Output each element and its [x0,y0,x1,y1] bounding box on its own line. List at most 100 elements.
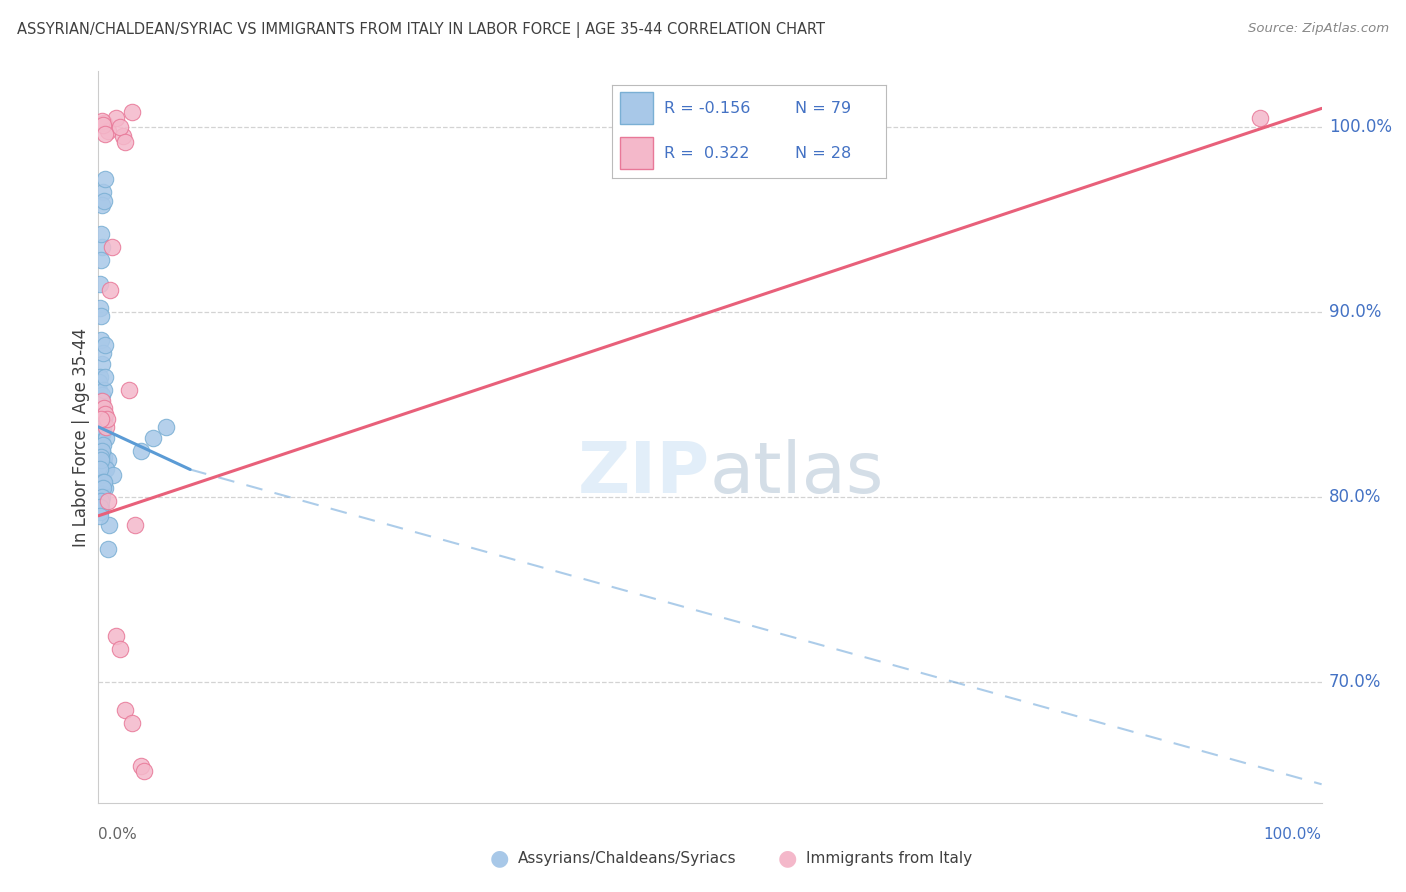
Point [91,394,114,409]
Point [142,431,165,445]
Point [90,453,112,467]
Point [1250,111,1272,125]
Point [90,444,112,458]
Point [89,462,111,476]
Point [89,453,111,467]
Point [90,412,112,426]
Point [89,407,111,421]
Point [90,450,112,464]
Text: R = -0.156: R = -0.156 [664,101,749,116]
Point [97,453,120,467]
Point [89,444,111,458]
Text: 0.0%: 0.0% [98,827,138,842]
Point [118,383,141,397]
Point [155,420,177,434]
Point [90,309,112,323]
Point [96,412,118,426]
Point [91,462,114,476]
Point [93,412,115,426]
Point [93,370,115,384]
Point [89,453,111,467]
Point [90,412,112,426]
Point [90,425,112,440]
Bar [620,137,652,169]
Point [89,431,111,445]
Point [93,116,115,130]
Text: 90.0%: 90.0% [1329,303,1381,321]
Text: 100.0%: 100.0% [1264,827,1322,842]
Point [91,425,114,440]
Point [91,357,114,371]
Point [114,703,136,717]
Point [94,481,117,495]
Point [91,475,114,490]
Point [101,468,124,483]
Point [93,450,115,464]
Point [93,475,115,490]
Point [94,171,117,186]
Point [89,462,111,476]
Point [91,388,114,402]
Point [111,129,134,144]
Point [91,118,114,132]
Text: atlas: atlas [710,439,884,508]
Point [89,383,111,397]
Point [108,120,131,134]
Point [93,401,115,416]
Text: R =  0.322: R = 0.322 [664,145,749,161]
Text: Assyrians/Chaldeans/Syriacs: Assyrians/Chaldeans/Syriacs [517,851,735,865]
Point [89,376,111,390]
Text: 70.0%: 70.0% [1329,673,1381,691]
Point [91,420,114,434]
Point [105,629,128,643]
Point [114,135,136,149]
Point [134,764,156,779]
Point [94,462,117,476]
Text: 100.0%: 100.0% [1329,118,1392,136]
Point [97,123,120,137]
Point [97,542,120,557]
Point [90,434,112,449]
Point [94,407,117,421]
Point [90,253,112,268]
Point [90,468,112,483]
Text: ●: ● [489,848,509,868]
Text: ASSYRIAN/CHALDEAN/SYRIAC VS IMMIGRANTS FROM ITALY IN LABOR FORCE | AGE 35-44 COR: ASSYRIAN/CHALDEAN/SYRIAC VS IMMIGRANTS F… [17,22,825,38]
Bar [620,92,652,124]
Point [90,450,112,464]
Point [91,240,114,254]
Point [93,338,115,352]
Point [93,194,115,208]
Text: ZIP: ZIP [578,439,710,508]
Point [90,227,112,242]
Point [121,105,143,120]
Y-axis label: In Labor Force | Age 35-44: In Labor Force | Age 35-44 [72,327,90,547]
Point [91,185,114,199]
Point [90,114,112,128]
Point [89,505,111,519]
Point [90,494,112,508]
Point [90,401,112,416]
Point [89,277,111,292]
Point [101,240,124,254]
Point [90,490,112,504]
Point [89,370,111,384]
Point [90,197,112,211]
Point [91,407,114,421]
Point [96,462,118,476]
Point [98,283,121,297]
Text: Immigrants from Italy: Immigrants from Italy [806,851,972,865]
Point [91,438,114,452]
Point [93,412,115,426]
Point [90,486,112,500]
Point [129,444,152,458]
Point [89,508,111,523]
Point [98,518,121,533]
Point [91,481,114,495]
Point [90,444,112,458]
Point [97,494,120,508]
Point [129,758,152,772]
Text: 80.0%: 80.0% [1329,488,1381,507]
Point [91,475,114,490]
Point [89,431,111,445]
